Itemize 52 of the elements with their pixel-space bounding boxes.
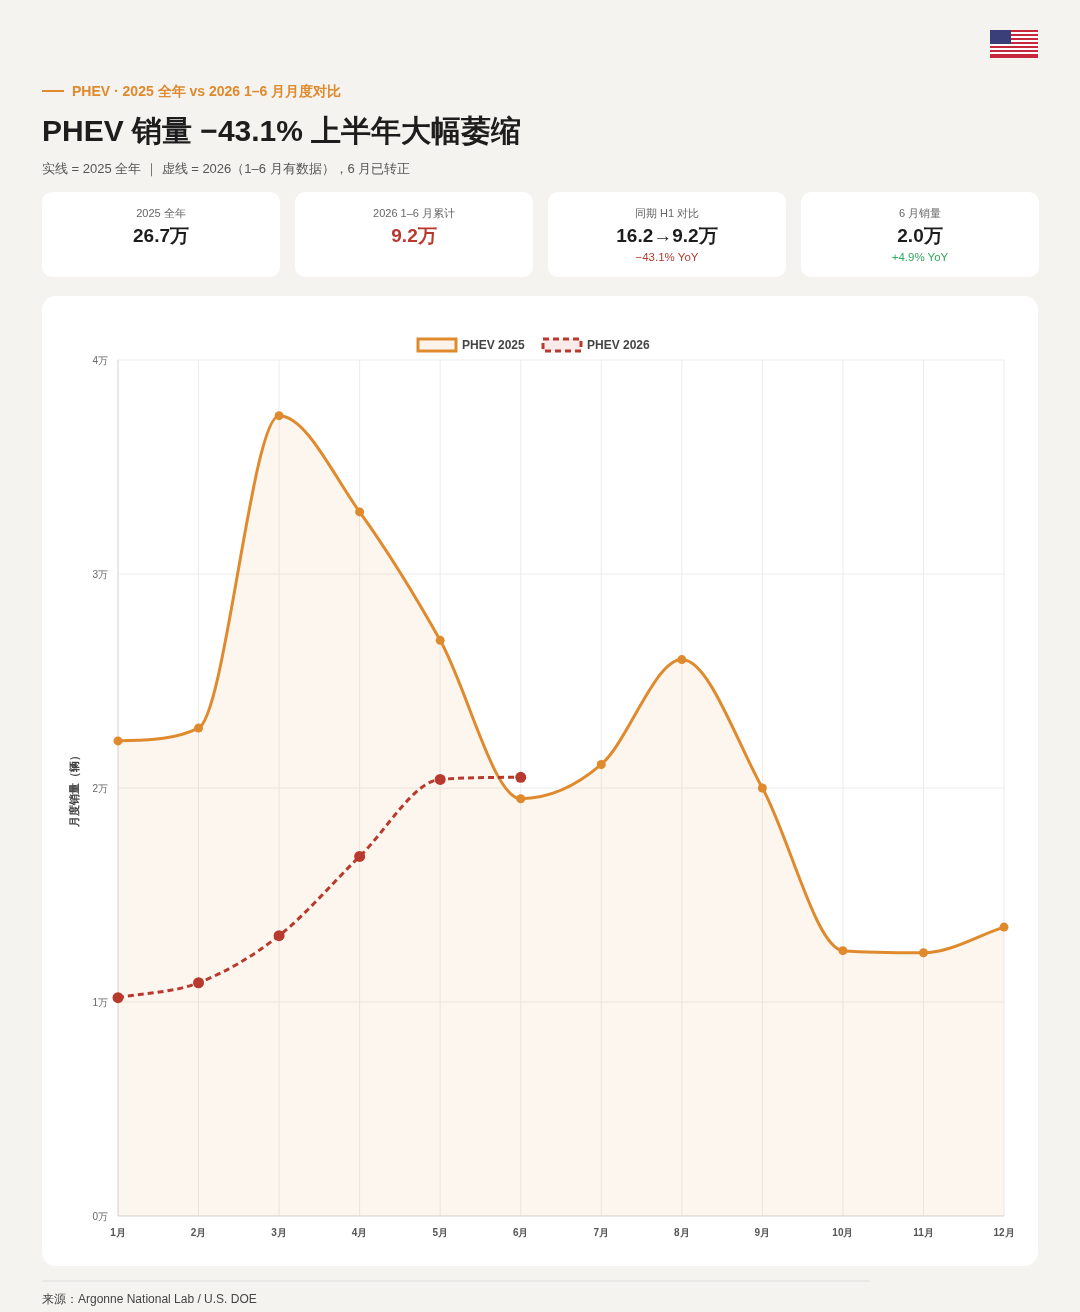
text: 2025 全年 xyxy=(136,207,186,219)
point xyxy=(194,723,204,733)
point xyxy=(273,930,285,942)
y-tick-label: 3万 xyxy=(92,569,108,580)
point xyxy=(838,946,848,956)
x-tick-label: 6月 xyxy=(512,1227,529,1238)
point xyxy=(112,992,124,1004)
point xyxy=(113,736,123,746)
point xyxy=(757,783,767,793)
chart-title: PHEV 销量 −43.1% 上半年大幅萎缩 xyxy=(42,114,522,147)
x-tick-label: 5月 xyxy=(432,1227,448,1238)
text: −43.1% YoY xyxy=(635,251,699,263)
legend-label: PHEV 2026 xyxy=(587,338,651,352)
text: +4.9% YoY xyxy=(891,251,949,263)
x-tick-label: 12月 xyxy=(993,1227,1015,1238)
point xyxy=(515,771,527,783)
point xyxy=(193,977,205,989)
y-axis-title: 月度销量（辆） xyxy=(68,749,81,828)
chart-subtitle: 实线 = 2025 全年 ｜ 虚线 = 2026（1–6 月有数据），6 月已转正 xyxy=(42,161,411,177)
source-note: 来源：Argonne National Lab / U.S. DOE xyxy=(42,1292,257,1306)
x-tick-label: 9月 xyxy=(754,1227,771,1238)
y-tick-label: 1万 xyxy=(92,997,108,1008)
point xyxy=(274,411,284,421)
y-tick-label: 4万 xyxy=(92,355,108,366)
x-tick-label: 10月 xyxy=(832,1227,854,1238)
x-tick-label: 2月 xyxy=(190,1227,207,1238)
point xyxy=(516,794,526,804)
point xyxy=(677,655,687,665)
y-tick-label: 0万 xyxy=(92,1211,108,1222)
point xyxy=(596,759,606,769)
x-tick-label: 8月 xyxy=(674,1227,690,1238)
point xyxy=(918,948,928,958)
text: 同期 H1 对比 xyxy=(634,207,700,219)
point xyxy=(999,922,1009,932)
text: 2026 1–6 月累计 xyxy=(373,207,455,219)
point xyxy=(355,507,365,517)
point xyxy=(354,850,366,862)
point xyxy=(434,773,446,785)
x-tick-label: 11月 xyxy=(913,1227,934,1238)
x-tick-label: 7月 xyxy=(593,1227,610,1238)
point xyxy=(435,635,445,645)
text: 2.0万 xyxy=(897,225,943,246)
x-tick-label: 3月 xyxy=(271,1227,287,1238)
text: 9.2万 xyxy=(391,225,437,246)
text: 6 月销量 xyxy=(898,207,942,219)
text: 26.7万 xyxy=(133,225,189,246)
legend-label: PHEV 2025 xyxy=(462,338,526,352)
text: PHEV · 2025 全年 vs 2026 1–6 月月度对比 xyxy=(72,83,342,99)
x-tick-label: 4月 xyxy=(351,1227,368,1238)
x-tick-label: 1月 xyxy=(110,1227,126,1238)
text: 16.2→9.2万 xyxy=(616,225,718,246)
y-tick-label: 2万 xyxy=(92,783,108,794)
